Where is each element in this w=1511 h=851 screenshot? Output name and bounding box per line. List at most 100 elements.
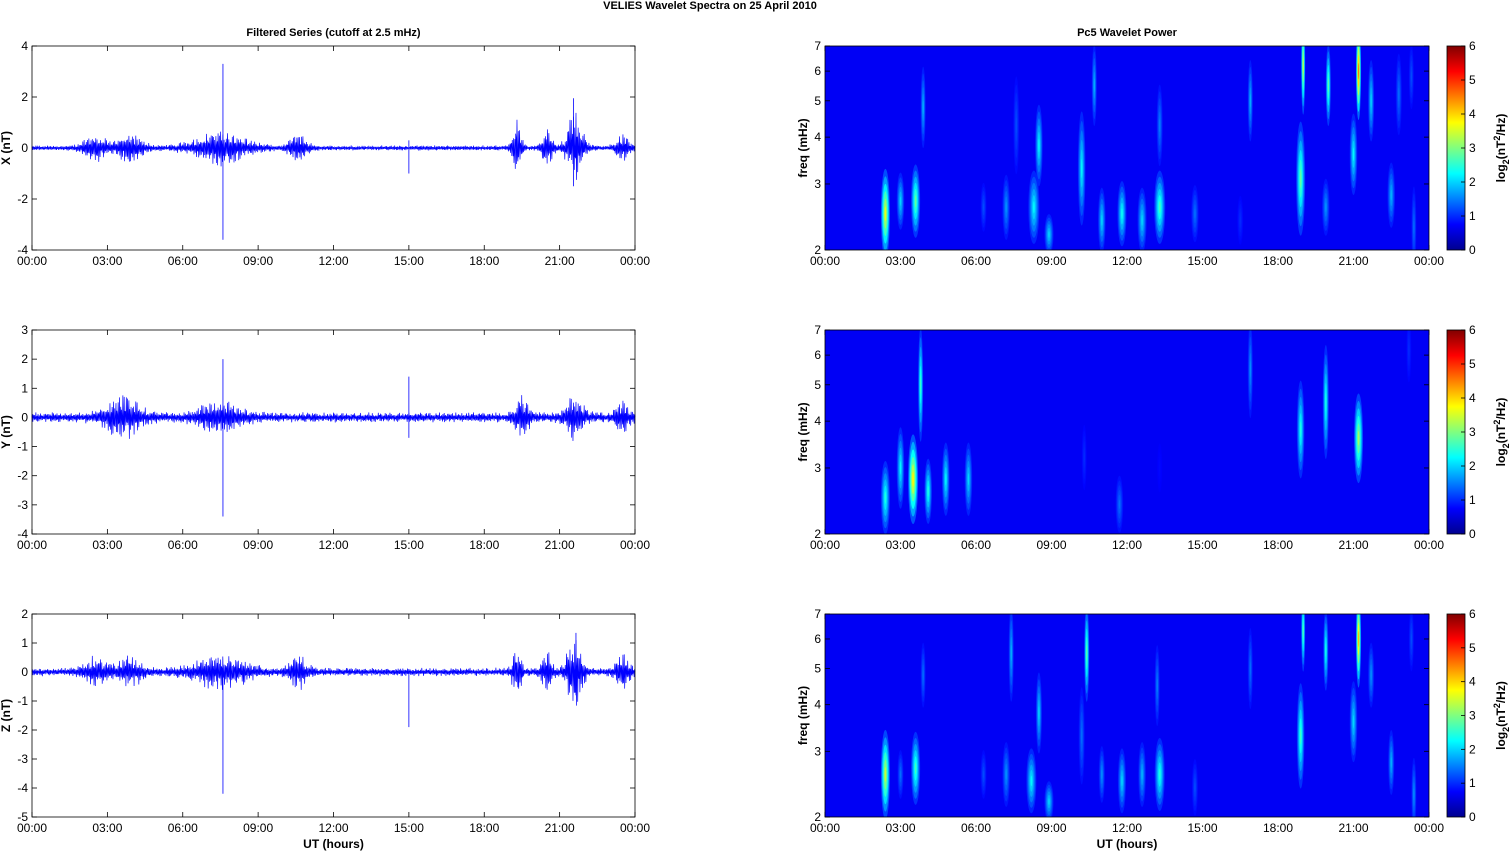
- y-tick-label: 4: [21, 39, 28, 53]
- x-tick-label: 12:00: [1112, 254, 1142, 268]
- power-blob: [1015, 117, 1017, 134]
- power-blob: [922, 100, 924, 115]
- y-tick-label: 2: [814, 810, 821, 824]
- x-tick-label: 00:00: [17, 821, 47, 835]
- colorbar-tick-label: 1: [1469, 493, 1476, 507]
- y-tick-label: 2: [21, 352, 28, 366]
- x-tick-label: 00:00: [810, 254, 840, 268]
- y-tick-label: 0: [21, 141, 28, 155]
- y-tick-label: 2: [21, 607, 28, 621]
- colorbar-tick-label: 0: [1469, 243, 1476, 257]
- x-tick-label: 15:00: [1187, 254, 1217, 268]
- power-blob: [1413, 788, 1415, 801]
- x-tick-label: 21:00: [1338, 538, 1368, 552]
- y-tick-label: 1: [21, 636, 28, 650]
- colorbar-tick-label: 2: [1469, 459, 1476, 473]
- power-blob: [1101, 769, 1103, 780]
- y-tick-label: 3: [21, 323, 28, 337]
- x-tick-label: 18:00: [469, 538, 499, 552]
- power-blob: [1005, 769, 1007, 780]
- x-tick-label: 21:00: [1338, 821, 1368, 835]
- power-blob: [1302, 624, 1304, 638]
- colorbar-label: log2(nT2/Hz): [1492, 114, 1511, 183]
- x-tick-label: 00:00: [1414, 821, 1444, 835]
- colorbar-tick-label: 4: [1469, 675, 1476, 689]
- x-axis-label: UT (hours): [303, 837, 364, 851]
- x-tick-label: 09:00: [243, 254, 273, 268]
- power-blob: [900, 770, 901, 779]
- x-tick-label: 09:00: [243, 538, 273, 552]
- x-tick-label: 12:00: [318, 821, 348, 835]
- panel-left-top: Filtered Series (cutoff at 2.5 mHz) 00:00…: [0, 27, 650, 268]
- x-tick-label: 06:00: [168, 821, 198, 835]
- colorbar-tick-label: 1: [1469, 209, 1476, 223]
- power-blob: [1159, 118, 1161, 133]
- power-blob: [1327, 78, 1329, 93]
- power-blob: [1300, 421, 1302, 438]
- y-axis-label: freq (mHz): [796, 402, 810, 461]
- y-axis-label: freq (mHz): [796, 118, 810, 177]
- y-tick-label: 4: [814, 130, 821, 144]
- x-tick-label: 00:00: [17, 538, 47, 552]
- x-tick-label: 03:00: [92, 821, 122, 835]
- y-tick-label: -3: [17, 752, 28, 766]
- power-blob: [1358, 62, 1359, 80]
- x-tick-label: 00:00: [17, 254, 47, 268]
- power-blob: [884, 767, 887, 782]
- y-tick-label: -1: [17, 440, 28, 454]
- colorbar: 0 1 2 3 4 5 6 log2(nT2/Hz): [1446, 323, 1511, 541]
- y-axis-label: freq (mHz): [796, 686, 810, 745]
- x-tick-label: 12:00: [1112, 821, 1142, 835]
- power-blob: [1410, 71, 1412, 83]
- power-blob: [1038, 706, 1040, 720]
- heatmap-blobs: [880, 614, 1417, 817]
- y-axis-label: X (nT): [0, 131, 13, 165]
- power-blob: [1038, 138, 1040, 153]
- x-tick-label: 06:00: [168, 538, 198, 552]
- plot-frame: [824, 329, 1430, 535]
- power-blob: [884, 491, 887, 504]
- x-tick-label: 09:00: [1036, 821, 1066, 835]
- y-tick-label: 7: [814, 39, 821, 53]
- power-blob: [1352, 715, 1355, 729]
- x-tick-label: 06:00: [961, 254, 991, 268]
- x-tick-label: 06:00: [961, 821, 991, 835]
- power-blob: [1408, 344, 1410, 356]
- x-tick-label: 18:00: [469, 821, 499, 835]
- panel-right-bottom: 00:00 03:00 06:00 09:00 12:00 15:00 18:00 21:00…: [796, 607, 1511, 851]
- power-blob: [1083, 452, 1085, 463]
- power-blob: [1118, 499, 1121, 510]
- figure-title: VELIES Wavelet Spectra on 25 April 2010: [603, 0, 817, 12]
- x-tick-label: 15:00: [394, 254, 424, 268]
- panel-left-bottom: 00:00 03:00 06:00 09:00 12:00 15:00 18:00 21:00…: [0, 607, 650, 851]
- power-blob: [967, 473, 970, 486]
- colorbar-tick-label: 5: [1469, 357, 1476, 371]
- x-tick-label: 09:00: [243, 821, 273, 835]
- y-tick-label: -2: [17, 469, 28, 483]
- power-blob: [1005, 201, 1007, 213]
- colorbar-tick-label: 4: [1469, 391, 1476, 405]
- x-tick-label: 03:00: [885, 538, 915, 552]
- power-blob: [1121, 775, 1123, 787]
- colorbar-tick-label: 5: [1469, 73, 1476, 87]
- power-blob: [1302, 57, 1304, 74]
- y-tick-label: 7: [814, 323, 821, 337]
- power-blob: [1093, 78, 1095, 93]
- colorbar-tick-label: 6: [1469, 323, 1476, 337]
- power-blob: [1141, 769, 1143, 780]
- power-blob: [920, 375, 922, 395]
- power-blob: [1081, 158, 1083, 178]
- colorbar-tick-label: 5: [1469, 641, 1476, 655]
- x-tick-label: 12:00: [318, 538, 348, 552]
- colorbar-tick-label: 6: [1469, 39, 1476, 53]
- x-tick-label: 21:00: [545, 538, 575, 552]
- colorbar-tick-label: 6: [1469, 607, 1476, 621]
- power-blob: [1081, 727, 1083, 744]
- heatmap-blobs: [880, 46, 1417, 250]
- power-blob: [1390, 189, 1392, 201]
- x-tick-label: 03:00: [92, 254, 122, 268]
- power-blob: [1048, 798, 1050, 805]
- y-tick-label: 2: [21, 90, 28, 104]
- power-blob: [884, 206, 887, 222]
- y-tick-label: 5: [814, 94, 821, 108]
